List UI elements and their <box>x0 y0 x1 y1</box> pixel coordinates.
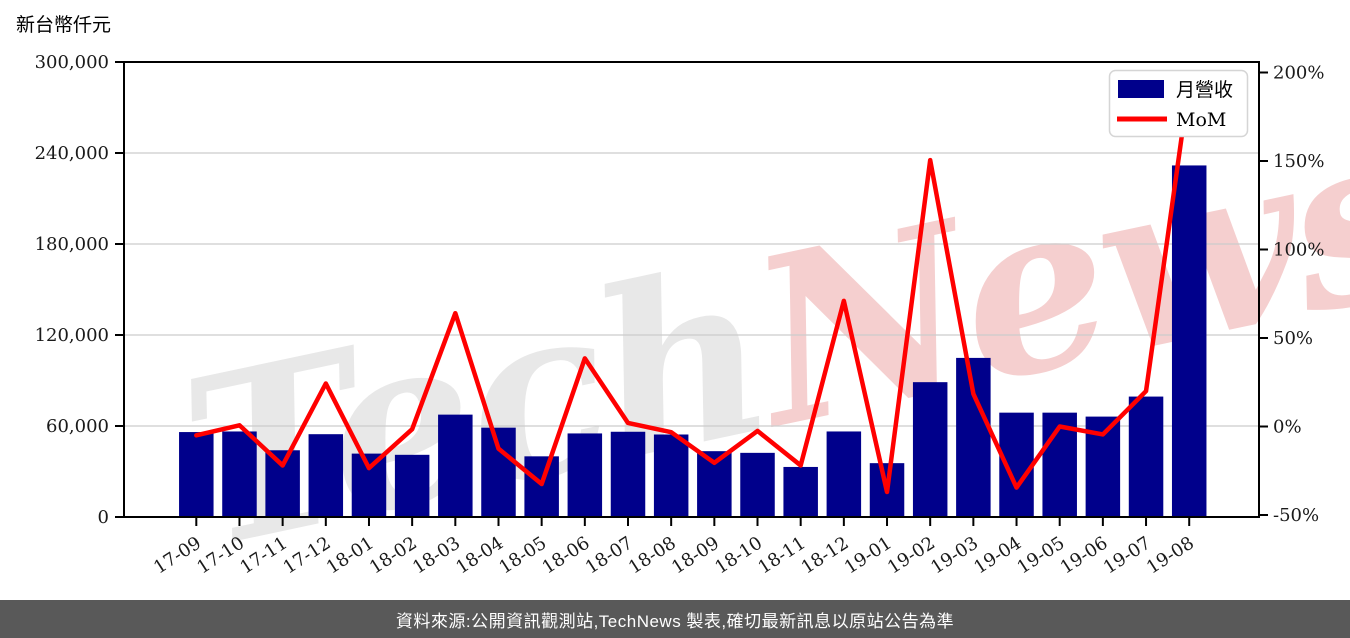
x-tick-label-18-07: 18-07 <box>582 533 637 579</box>
x-tick-label-18-10: 18-10 <box>711 533 766 579</box>
left-tick-label: 0 <box>98 507 109 528</box>
mom-polyline <box>194 80 1192 495</box>
legend: 月營收 MoM <box>1108 69 1249 138</box>
revenue-bar-17-09 <box>179 432 214 517</box>
source-footer: 資料來源:公開資訊觀測站,TechNews 製表,確切最新訊息以原站公告為準 <box>0 600 1350 638</box>
right-tick-label: 150% <box>1273 151 1324 172</box>
revenue-bar-17-11 <box>265 450 300 517</box>
right-tick-label: 100% <box>1273 240 1324 261</box>
revenue-bar-18-06 <box>567 433 603 517</box>
revenue-bar-19-08 <box>1171 165 1207 518</box>
x-tick-label-18-08: 18-08 <box>625 533 680 579</box>
revenue-bar-18-01 <box>351 453 387 517</box>
revenue-bar-18-07 <box>610 431 646 517</box>
revenue-bar-18-10 <box>740 452 775 517</box>
watermark-tech: Tech <box>163 216 789 600</box>
x-tick-label-19-03: 19-03 <box>927 533 982 579</box>
x-tick-label-19-05: 19-05 <box>1013 533 1068 579</box>
x-tick-label-19-02: 19-02 <box>884 533 939 579</box>
x-tick-label-18-09: 18-09 <box>668 533 723 579</box>
left-tick-label: 300,000 <box>35 52 109 73</box>
right-tick-label: 200% <box>1273 63 1324 84</box>
x-tick-label-17-09: 17-09 <box>150 533 205 579</box>
revenue-bar-18-11 <box>783 466 818 517</box>
left-tick-label: 180,000 <box>35 234 109 255</box>
plot-border <box>123 61 1260 518</box>
revenue-bars <box>179 165 1207 518</box>
revenue-bar-19-02 <box>912 382 948 517</box>
revenue-bar-18-08 <box>653 434 689 517</box>
legend-revenue-swatch <box>1118 80 1164 98</box>
x-tick-label-19-04: 19-04 <box>970 533 1025 579</box>
left-axis-unit-label: 新台幣仟元 <box>16 14 112 36</box>
right-tick-label: 0% <box>1273 417 1302 438</box>
revenue-bar-18-02 <box>394 454 430 517</box>
revenue-bar-17-10 <box>222 431 257 517</box>
legend-mom-label: MoM <box>1176 109 1226 131</box>
x-tick-label-18-12: 18-12 <box>798 533 853 579</box>
revenue-bar-17-12 <box>308 434 344 517</box>
revenue-bar-19-07 <box>1128 396 1164 517</box>
source-footer-text: 資料來源:公開資訊觀測站,TechNews 製表,確切最新訊息以原站公告為準 <box>395 611 955 631</box>
revenue-bar-18-05 <box>524 456 559 517</box>
revenue-bar-18-12 <box>826 431 862 517</box>
x-tick-label-19-08: 19-08 <box>1143 533 1198 579</box>
mom-line <box>194 80 1192 495</box>
revenue-mom-chart: TechNews 0 60,000 120,000 180,000 240,000 300… <box>35 52 1350 600</box>
watermark-news: News <box>726 77 1350 481</box>
left-tick-label: 240,000 <box>35 143 109 164</box>
right-tick-label: 50% <box>1273 328 1313 349</box>
revenue-bar-18-04 <box>481 427 516 517</box>
left-tick-label: 60,000 <box>46 416 109 437</box>
revenue-bar-18-03 <box>438 414 473 517</box>
left-tick-label: 120,000 <box>35 325 109 346</box>
x-tick-label-19-01: 19-01 <box>841 533 896 579</box>
legend-revenue-label: 月營收 <box>1176 79 1233 101</box>
x-tick-label-18-11: 18-11 <box>754 533 809 579</box>
x-tick-label-18-06: 18-06 <box>539 533 594 579</box>
x-tick-label-19-07: 19-07 <box>1100 533 1155 579</box>
right-tick-label: -50% <box>1273 505 1319 526</box>
x-tick-label-19-06: 19-06 <box>1057 533 1112 579</box>
technews-watermark: TechNews <box>163 77 1350 600</box>
